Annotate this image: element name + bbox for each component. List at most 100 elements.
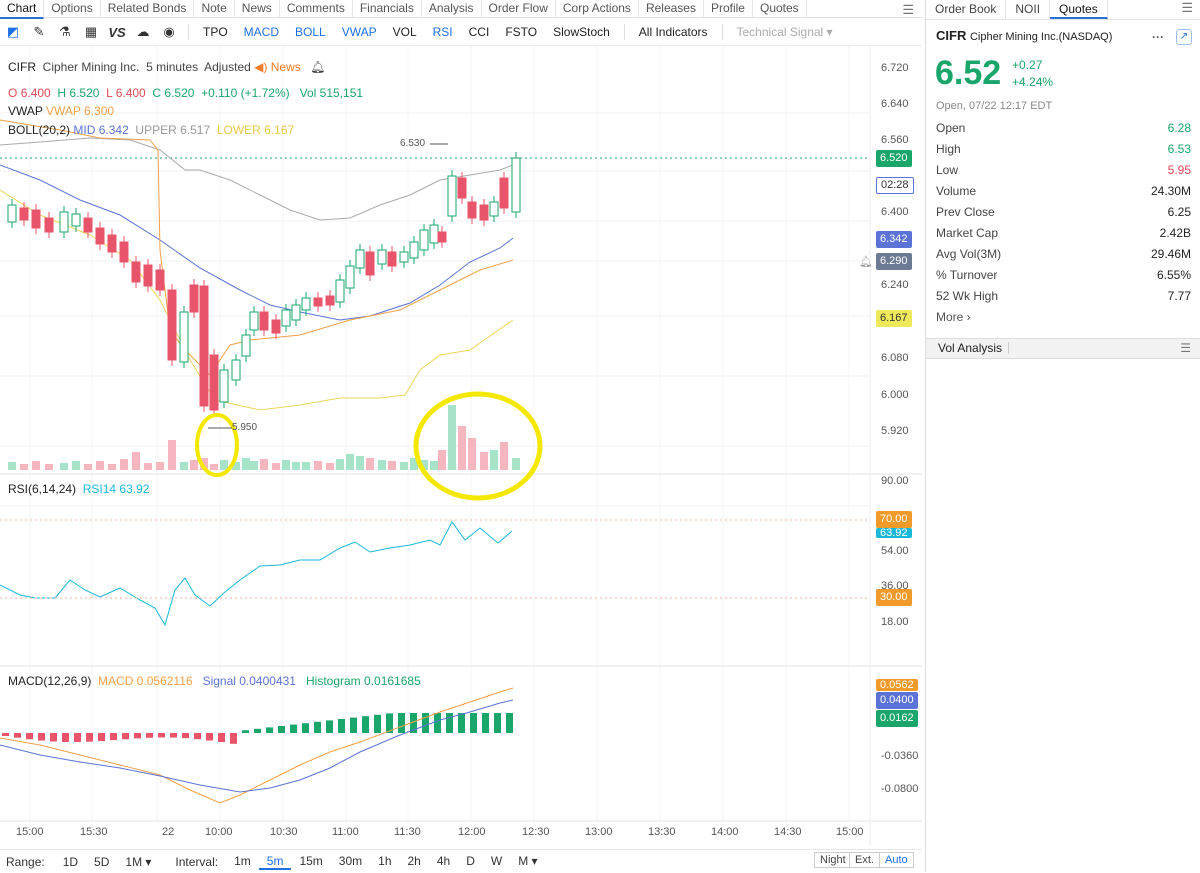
macd-histogram-bar bbox=[482, 713, 489, 733]
chart-symbol: CIFR bbox=[8, 60, 36, 74]
quote-row-label: % Turnover bbox=[936, 268, 998, 282]
price-axis-tick: 5.920 bbox=[881, 425, 909, 437]
cloud-icon[interactable]: ☁ bbox=[136, 24, 150, 39]
interval-option[interactable]: 1h bbox=[378, 853, 392, 868]
macd-tag: 0.0562 bbox=[876, 679, 918, 691]
indicator-flask-icon[interactable]: ⚗ bbox=[59, 24, 71, 39]
grid-layout-icon[interactable]: ▦ bbox=[84, 24, 98, 39]
interval-option[interactable]: M ▾ bbox=[518, 853, 538, 868]
time-axis-tick: 12:30 bbox=[522, 826, 550, 838]
indicator-tpo[interactable]: TPO bbox=[203, 25, 228, 39]
tab-noii[interactable]: NOII bbox=[1006, 0, 1051, 19]
tab-profile[interactable]: Profile bbox=[704, 0, 753, 17]
macd-histogram-bar bbox=[170, 733, 177, 738]
menu-icon[interactable]: ☰ bbox=[1180, 341, 1191, 355]
all-indicators-button[interactable]: All Indicators bbox=[638, 25, 708, 39]
range-option[interactable]: 1M ▾ bbox=[125, 854, 152, 869]
interval-option[interactable]: W bbox=[490, 853, 503, 868]
news-label: News bbox=[270, 60, 301, 74]
candle-body bbox=[325, 295, 335, 306]
alert-bell-icon[interactable]: 🔔︎ bbox=[859, 256, 873, 268]
indicator-vol[interactable]: VOL bbox=[392, 25, 417, 39]
more-options-icon[interactable]: ··· bbox=[1152, 30, 1164, 44]
indicator-macd[interactable]: MACD bbox=[243, 25, 280, 39]
macd-histogram-bar bbox=[86, 733, 93, 742]
interval-option[interactable]: 30m bbox=[338, 853, 363, 868]
trend-chart-icon[interactable]: ↗ bbox=[1176, 29, 1192, 45]
chart-company: Cipher Mining Inc. bbox=[42, 60, 140, 74]
macd-histogram-bar bbox=[134, 733, 141, 739]
candle-body bbox=[377, 249, 387, 265]
boll-upper-value: UPPER 6.517 bbox=[135, 123, 211, 137]
macd-histogram-bar bbox=[110, 733, 117, 741]
candle-body bbox=[209, 354, 219, 411]
volume-bar bbox=[210, 464, 218, 470]
alert-bell-icon[interactable]: 🔔︎ bbox=[310, 60, 326, 74]
more-link[interactable]: More › bbox=[936, 310, 971, 324]
price-axis-tick: 6.240 bbox=[881, 279, 909, 291]
time-axis-tick: 13:00 bbox=[585, 826, 613, 838]
interval-option[interactable]: 5m bbox=[258, 854, 292, 870]
news-toggle[interactable]: ◀) News bbox=[254, 60, 301, 74]
indicator-boll[interactable]: BOLL bbox=[295, 25, 326, 39]
chart-type-icon[interactable]: ◩ bbox=[6, 24, 20, 39]
range-option[interactable]: 1D bbox=[62, 854, 79, 869]
price-chart-canvas[interactable] bbox=[0, 46, 922, 846]
technical-signal-dropdown[interactable]: Technical Signal ▾ bbox=[736, 25, 833, 39]
interval-selector[interactable]: 5 minutes bbox=[146, 60, 199, 74]
tab-financials[interactable]: Financials bbox=[353, 0, 422, 17]
indicator-vwap[interactable]: VWAP bbox=[341, 25, 377, 39]
quote-row: High 6.53 bbox=[926, 139, 1200, 160]
compare-vs-icon[interactable]: VS bbox=[108, 24, 126, 40]
candle-body bbox=[44, 217, 54, 233]
volume-bar bbox=[72, 461, 80, 470]
auto-scale-toggle[interactable]: Auto bbox=[879, 852, 914, 868]
tab-related-bonds[interactable]: Related Bonds bbox=[101, 0, 195, 17]
interval-option[interactable]: 2h bbox=[407, 853, 421, 868]
tab-options[interactable]: Options bbox=[44, 0, 101, 17]
adjust-selector[interactable]: Adjusted bbox=[204, 60, 251, 74]
tab-note[interactable]: Note bbox=[194, 0, 235, 17]
tab-order-flow[interactable]: Order Flow bbox=[482, 0, 556, 17]
tab-quotes[interactable]: Quotes bbox=[753, 0, 807, 17]
candle-body bbox=[7, 204, 17, 223]
interval-option[interactable]: 15m bbox=[299, 853, 323, 868]
volume-bar bbox=[292, 462, 300, 470]
night-session-toggle[interactable]: Night bbox=[814, 852, 852, 868]
rsi-70-tag: 70.00 bbox=[876, 511, 912, 528]
interval-option[interactable]: D bbox=[466, 853, 475, 868]
range-option[interactable]: 5D bbox=[94, 854, 110, 869]
tab-quotes[interactable]: Quotes bbox=[1050, 0, 1108, 19]
tab-chart[interactable]: Chart bbox=[0, 0, 45, 19]
tab-order-book[interactable]: Order Book bbox=[926, 0, 1007, 19]
quote-panel-tabs: Order Book NOII Quotes ☰ bbox=[926, 0, 1200, 20]
tab-corp-actions[interactable]: Corp Actions bbox=[556, 0, 639, 17]
menu-icon[interactable]: ☰ bbox=[1181, 0, 1193, 15]
macd-histogram-bar bbox=[182, 733, 189, 739]
quote-row: Prev Close 6.25 bbox=[926, 202, 1200, 223]
macd-histogram-bar bbox=[386, 713, 393, 733]
indicator-fsto[interactable]: FSTO bbox=[505, 25, 538, 39]
interval-option[interactable]: 4h bbox=[436, 853, 451, 868]
macd-histogram-bar bbox=[506, 713, 513, 733]
extended-session-toggle[interactable]: Ext. bbox=[849, 852, 880, 868]
candle-body bbox=[143, 264, 153, 287]
volume-bar bbox=[420, 460, 428, 470]
tab-news[interactable]: News bbox=[235, 0, 280, 17]
draw-pen-icon[interactable]: ✎ bbox=[33, 24, 45, 39]
range-label: Range: bbox=[6, 854, 45, 869]
indicator-slowstoch[interactable]: SlowStoch bbox=[553, 25, 610, 39]
tab-releases[interactable]: Releases bbox=[639, 0, 704, 17]
indicator-cci[interactable]: CCI bbox=[468, 25, 490, 39]
tab-comments[interactable]: Comments bbox=[280, 0, 353, 17]
volume-bar bbox=[190, 460, 198, 470]
indicator-rsi[interactable]: RSI bbox=[432, 25, 453, 39]
macd-histogram-bar bbox=[326, 720, 333, 733]
candle-body bbox=[241, 334, 251, 357]
interval-option[interactable]: 1m bbox=[234, 853, 251, 868]
candle-body bbox=[291, 304, 301, 321]
menu-icon[interactable]: ☰ bbox=[902, 2, 914, 17]
macd-histogram-bar bbox=[302, 723, 309, 733]
tab-analysis[interactable]: Analysis bbox=[422, 0, 482, 17]
replay-icon[interactable]: ◉ bbox=[163, 24, 175, 39]
